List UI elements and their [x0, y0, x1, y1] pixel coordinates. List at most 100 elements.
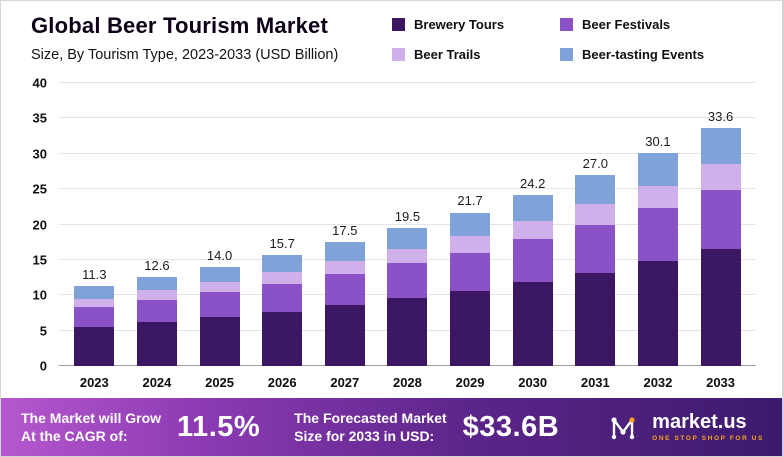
segment-beer-tasting-events: [700, 128, 741, 165]
x-tick-label: 2032: [643, 375, 673, 390]
segment-beer-tasting-events: [262, 254, 303, 272]
forecast-value: $33.6B: [462, 410, 560, 443]
segment-beer-tasting-events: [575, 175, 616, 205]
segment-beer-trails: [199, 281, 240, 293]
x-tick-label: 2027: [330, 375, 360, 390]
y-tick-label: 30: [32, 146, 47, 162]
x-tick-label: 2029: [455, 375, 485, 390]
segment-beer-tasting-events: [199, 266, 240, 282]
segment-beer-festivals: [136, 300, 177, 323]
bar-stack: [199, 266, 240, 366]
legend-swatch: [392, 18, 405, 31]
plot-area: 11.3 12.6 14.0 15.7 17.5 19.5 21.7 24.2 27.0 30.1…: [59, 82, 756, 366]
cagr-value: 11.5%: [177, 410, 261, 443]
x-tick-label: 2025: [205, 375, 235, 390]
y-tick-label: 35: [32, 110, 47, 126]
segment-beer-festivals: [637, 208, 678, 262]
segment-beer-festivals: [262, 283, 303, 312]
bar-group-2033: 33.6: [699, 83, 743, 366]
gridline: [59, 188, 756, 190]
logo-wordmark: market.us: [652, 411, 747, 433]
gridline: [59, 223, 756, 225]
segment-beer-trails: [136, 290, 177, 301]
bar-group-2026: 15.7: [260, 83, 304, 366]
gridline: [59, 117, 756, 119]
x-tick-label: 2030: [518, 375, 548, 390]
legend-label: Beer Trails: [414, 47, 481, 62]
x-tick-label: 2026: [267, 375, 297, 390]
segment-beer-festivals: [700, 189, 741, 250]
bar-stack: [450, 212, 491, 366]
segment-beer-trails: [637, 185, 678, 209]
bar-total-label: 21.7: [457, 193, 483, 209]
legend-label: Beer Festivals: [582, 17, 671, 32]
segment-beer-trails: [575, 204, 616, 225]
legend-swatch: [560, 18, 573, 31]
y-tick-label: 40: [32, 75, 47, 91]
logo-text-block: market.us ONE STOP SHOP FOR US: [652, 412, 764, 442]
forecast-label: The Forecasted Market Size for 2033 in U…: [294, 409, 447, 445]
segment-beer-tasting-events: [450, 212, 491, 236]
legend-item: Beer-tasting Events: [560, 47, 758, 62]
legend-swatch: [392, 48, 405, 61]
segment-beer-trails: [262, 271, 303, 284]
segment-brewery-tours: [74, 327, 115, 366]
chart-header: Global Beer Tourism Market Size, By Tour…: [1, 1, 782, 79]
y-tick-label: 10: [32, 287, 47, 303]
segment-beer-trails: [450, 235, 491, 253]
x-axis: 2023 2024 2025 2026 2027 2028 2029 2030 2031 2032…: [59, 366, 756, 398]
bar-stack: [637, 153, 678, 366]
y-axis: 0 5 10 15 20 25 30 35 40: [19, 76, 59, 374]
segment-beer-trails: [387, 248, 428, 264]
segment-beer-tasting-events: [74, 286, 115, 299]
segment-beer-tasting-events: [324, 242, 365, 261]
bar-total-label: 15.7: [269, 235, 295, 251]
banner-footer: The Market will Grow At the CAGR of: 11.…: [1, 398, 782, 456]
bar-group-2030: 24.2: [511, 83, 555, 366]
legend-item: Brewery Tours: [392, 17, 560, 32]
segment-brewery-tours: [262, 311, 303, 366]
bar-group-2029: 21.7: [448, 83, 492, 366]
legend-swatch: [560, 48, 573, 61]
segment-beer-festivals: [324, 274, 365, 306]
segment-brewery-tours: [199, 317, 240, 366]
bar-total-label: 24.2: [520, 175, 546, 191]
x-tick-label: 2023: [79, 375, 109, 390]
bar-group-2024: 12.6: [135, 83, 179, 366]
legend-item: Beer Trails: [392, 47, 560, 62]
segment-brewery-tours: [324, 305, 365, 366]
y-tick-label: 25: [32, 181, 47, 197]
segment-brewery-tours: [136, 322, 177, 366]
segment-beer-trails: [512, 221, 553, 240]
x-tick-label: 2028: [392, 375, 422, 390]
forecast-label-line2: Size for 2033 in USD:: [294, 428, 435, 444]
segment-beer-festivals: [575, 224, 616, 273]
gridline: [59, 152, 756, 154]
bar-total-label: 14.0: [206, 247, 233, 263]
segment-beer-tasting-events: [512, 194, 553, 221]
bar-total-label: 33.6: [707, 109, 734, 125]
cagr-label: The Market will Grow At the CAGR of:: [21, 409, 161, 445]
plot-region: 0 5 10 15 20 25 30 35 40 11.3 12.6 14.0 15.7 17.5 19.…: [19, 76, 756, 374]
gridline: [59, 82, 756, 83]
segment-beer-festivals: [74, 307, 115, 328]
legend-label: Brewery Tours: [414, 17, 505, 32]
segment-beer-tasting-events: [136, 276, 177, 291]
bar-stack: [512, 194, 553, 366]
y-tick-label: 20: [32, 217, 47, 232]
bar-group-2031: 27.0: [573, 83, 617, 366]
bar-stack: [387, 228, 428, 366]
forecast-label-line1: The Forecasted Market: [294, 409, 447, 426]
segment-brewery-tours: [450, 291, 491, 366]
legend: Brewery Tours Beer Festivals Beer Trails Be…: [392, 13, 758, 79]
y-tick-label: 15: [32, 252, 47, 268]
segment-brewery-tours: [387, 298, 428, 366]
x-tick-label: 2024: [142, 375, 172, 390]
logo-tagline: ONE STOP SHOP FOR US: [652, 435, 764, 442]
bars-layer: 11.3 12.6 14.0 15.7 17.5 19.5 21.7 24.2 27.0 30.1…: [59, 83, 756, 366]
y-tick-label: 0: [39, 358, 47, 374]
cagr-label-line1: The Market will Grow: [21, 409, 162, 426]
legend-item: Beer Festivals: [560, 17, 758, 32]
bar-total-label: 17.5: [332, 223, 358, 239]
